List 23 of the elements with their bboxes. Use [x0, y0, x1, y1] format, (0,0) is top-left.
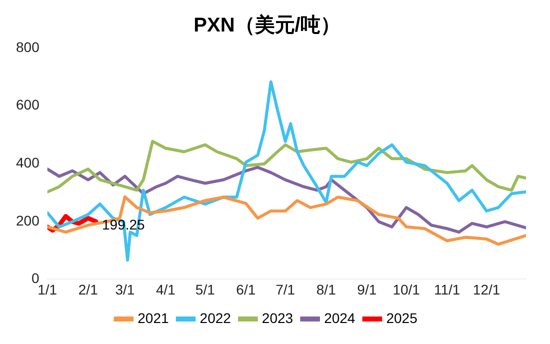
legend-label: 2025: [386, 310, 418, 326]
y-tick-label: 600: [16, 96, 40, 113]
x-tick-label: 8/1: [316, 281, 336, 298]
x-tick-label: 5/1: [195, 281, 216, 298]
legend-label: 2022: [200, 310, 232, 326]
x-tick-label: 7/1: [276, 281, 296, 298]
y-tick-label: 800: [16, 38, 40, 55]
x-tick-label: 10/1: [392, 281, 420, 298]
x-tick-label: 4/1: [156, 281, 176, 298]
x-tick-label: 1/1: [38, 281, 58, 298]
legend-label: 2023: [262, 310, 294, 326]
x-tick-label: 12/1: [472, 281, 500, 298]
y-tick-label: 0: [32, 270, 40, 286]
y-tick-label: 200: [16, 212, 40, 228]
legend-label: 2024: [324, 310, 356, 326]
chart-title: PXN（美元/吨）: [194, 14, 340, 37]
x-tick-label: 11/1: [434, 281, 460, 298]
x-tick-label: 6/1: [236, 281, 256, 298]
x-tick-label: 3/1: [115, 281, 135, 298]
x-tick-label: 2/1: [78, 281, 98, 298]
y-tick-label: 400: [16, 154, 40, 170]
legend-label: 2021: [138, 310, 169, 326]
x-tick-label: 9/1: [357, 281, 377, 298]
